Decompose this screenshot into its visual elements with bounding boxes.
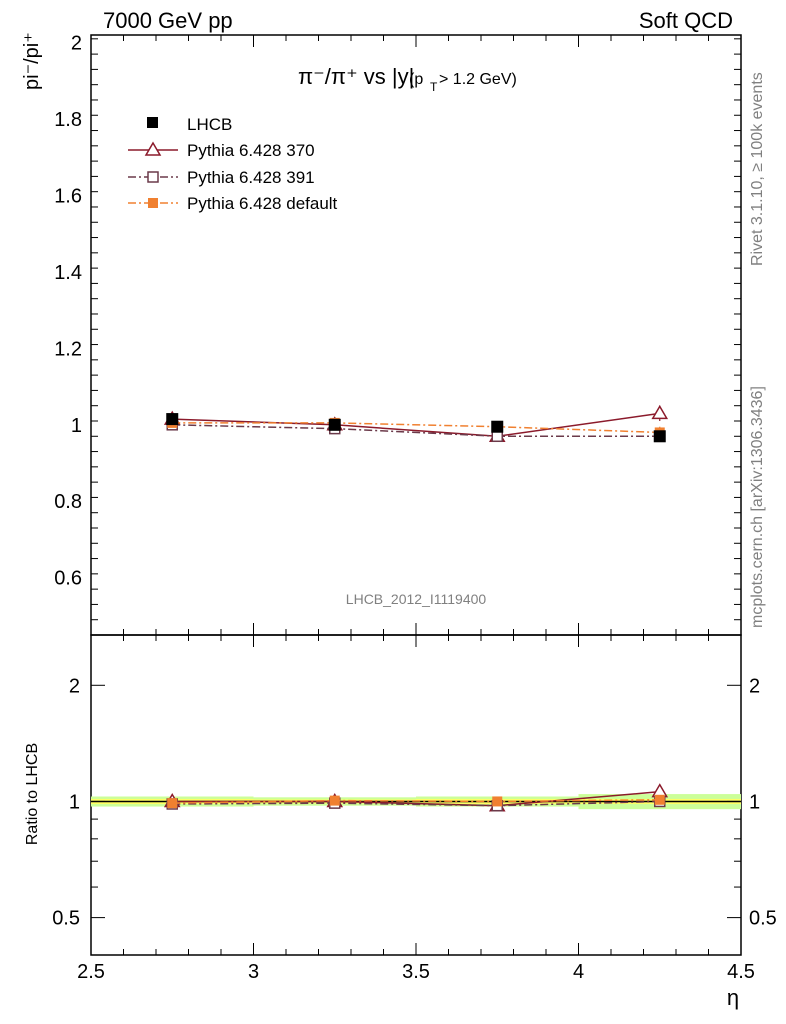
ratio-data-point: [654, 794, 665, 805]
main-series: [163, 404, 669, 443]
ratio-data-point: [167, 798, 178, 809]
ratio-y-tick-label-right: 1: [749, 791, 760, 813]
plot-title-cut-rest: > 1.2 GeV): [439, 71, 517, 88]
ratio-series-line: [172, 799, 660, 804]
main-series-line: [172, 422, 660, 434]
main-series-line: [172, 424, 660, 438]
ratio-series: [163, 783, 669, 812]
legend-marker-391: [147, 171, 159, 183]
ratio-y-tick-label-right: 0.5: [749, 908, 777, 930]
main-data-point: [491, 420, 504, 433]
legend: LHCB Pythia 6.428 370 Pythia 6.428 391 P…: [128, 115, 338, 213]
header-left-label: 7000 GeV pp: [103, 8, 233, 33]
ratio-y-tick-label: 0.5: [52, 908, 80, 930]
plot-title-cut: (p: [409, 71, 423, 88]
x-tick-label: 4: [573, 961, 584, 983]
ratio-data-point: [492, 796, 503, 807]
axis-ticks: [90, 35, 742, 956]
main-data-point: [166, 413, 179, 426]
legend-marker-lhcb: [147, 117, 158, 128]
main-data-point: [491, 430, 503, 443]
main-y-tick-label: 1.6: [54, 186, 82, 208]
legend-label-391: Pythia 6.428 391: [187, 168, 315, 187]
main-y-tick-label: 1.4: [54, 262, 82, 284]
ratio-y-tick-label-right: 2: [749, 675, 760, 697]
legend-label-default: Pythia 6.428 default: [187, 194, 338, 213]
main-data-point: [651, 404, 669, 420]
main-data-point: [328, 418, 341, 431]
main-y-tick-label: 0.6: [54, 568, 82, 590]
tick-labels: 2.5 3 3.5 4 4.5 0.6 0.8 1 1.2 1.4 1.6 1.8 2 0.5 0.5 1 1 2…: [52, 33, 777, 983]
mcplots-label: mcplots.cern.ch [arXiv:1306.3436]: [749, 386, 766, 628]
main-y-tick-label: 1.2: [54, 338, 82, 360]
main-series-line: [172, 412, 660, 438]
analysis-watermark: LHCB_2012_I1119400: [346, 591, 487, 607]
ratio-xlabel: η: [727, 985, 739, 1010]
plot-title-cut-sub: T: [430, 80, 438, 94]
x-tick-label: 3.5: [402, 961, 430, 983]
x-tick-label: 4.5: [727, 961, 755, 983]
ratio-y-tick-label: 1: [69, 791, 80, 813]
x-tick-label: 2.5: [77, 961, 105, 983]
plot-title: π⁻/π⁺ vs |y|: [298, 64, 414, 89]
ratio-ylabel: Ratio to LHCB: [24, 743, 41, 845]
legend-marker-370: [144, 141, 162, 156]
legend-marker-default: [148, 198, 158, 208]
ratio-y-tick-label: 2: [69, 675, 80, 697]
main-ylabel: pi⁻/pi⁺: [21, 32, 43, 90]
legend-label-370: Pythia 6.428 370: [187, 141, 315, 160]
main-y-tick-label: 1: [71, 415, 82, 437]
x-tick-label: 3: [248, 961, 259, 983]
main-y-tick-label: 2: [71, 33, 82, 55]
legend-label-lhcb: LHCB: [187, 115, 232, 134]
main-y-tick-label: 1.8: [54, 109, 82, 131]
header-right-label: Soft QCD: [639, 8, 733, 33]
main-data-point: [653, 430, 666, 443]
ratio-data-point: [329, 795, 340, 806]
ratio-series-line: [172, 800, 660, 807]
rivet-label: Rivet 3.1.10, ≥ 100k events: [749, 72, 766, 266]
main-y-tick-label: 0.8: [54, 491, 82, 513]
